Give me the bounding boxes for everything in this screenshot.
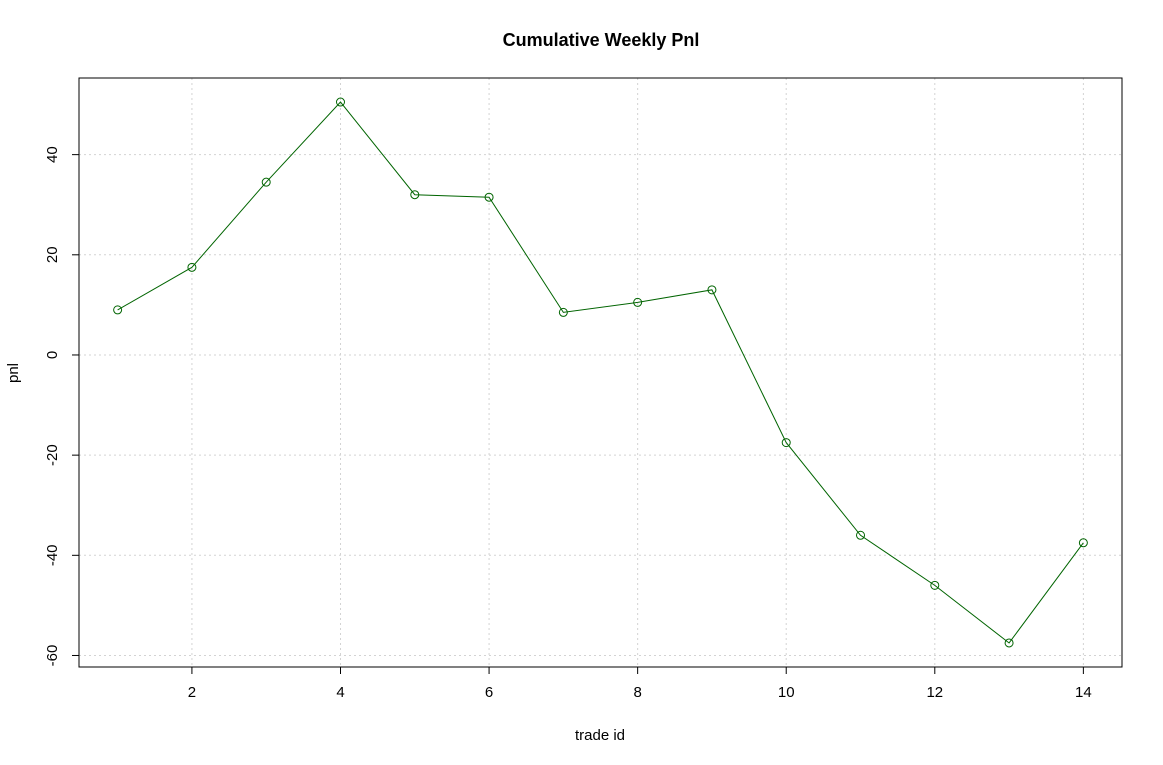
data-point — [1004, 638, 1014, 648]
data-point — [410, 190, 420, 200]
data-point — [484, 192, 494, 202]
series-line — [117, 101, 1084, 644]
y-tick-label: 0 — [44, 351, 61, 359]
x-tick-label: 2 — [188, 684, 196, 701]
data-point — [633, 297, 643, 307]
chart-title: Cumulative Weekly Pnl — [503, 30, 700, 50]
series-layer — [113, 97, 1088, 648]
data-point — [335, 97, 345, 107]
y-axis-label: pnl — [5, 363, 22, 383]
y-tick-label: 40 — [44, 146, 61, 163]
y-tick-label: -40 — [44, 544, 61, 566]
data-point — [781, 438, 791, 448]
x-tick-label: 12 — [926, 684, 943, 701]
y-tick-label: -60 — [44, 645, 61, 667]
data-point — [856, 530, 866, 540]
plot-frame — [78, 77, 1123, 668]
data-point — [1078, 538, 1088, 548]
data-point — [113, 305, 123, 315]
x-axis-label: trade id — [575, 727, 625, 744]
data-point — [261, 177, 271, 187]
data-point — [707, 285, 717, 295]
y-tick-label: 20 — [44, 246, 61, 263]
x-tick-label: 6 — [485, 684, 493, 701]
x-tick-label: 4 — [336, 684, 344, 701]
x-tick-label: 14 — [1075, 684, 1092, 701]
y-tick-label: -20 — [44, 444, 61, 466]
data-point — [930, 580, 940, 590]
data-point — [558, 307, 568, 317]
grid — [79, 78, 1122, 667]
data-point — [187, 262, 197, 272]
x-tick-label: 8 — [633, 684, 641, 701]
x-tick-label: 10 — [778, 684, 795, 701]
